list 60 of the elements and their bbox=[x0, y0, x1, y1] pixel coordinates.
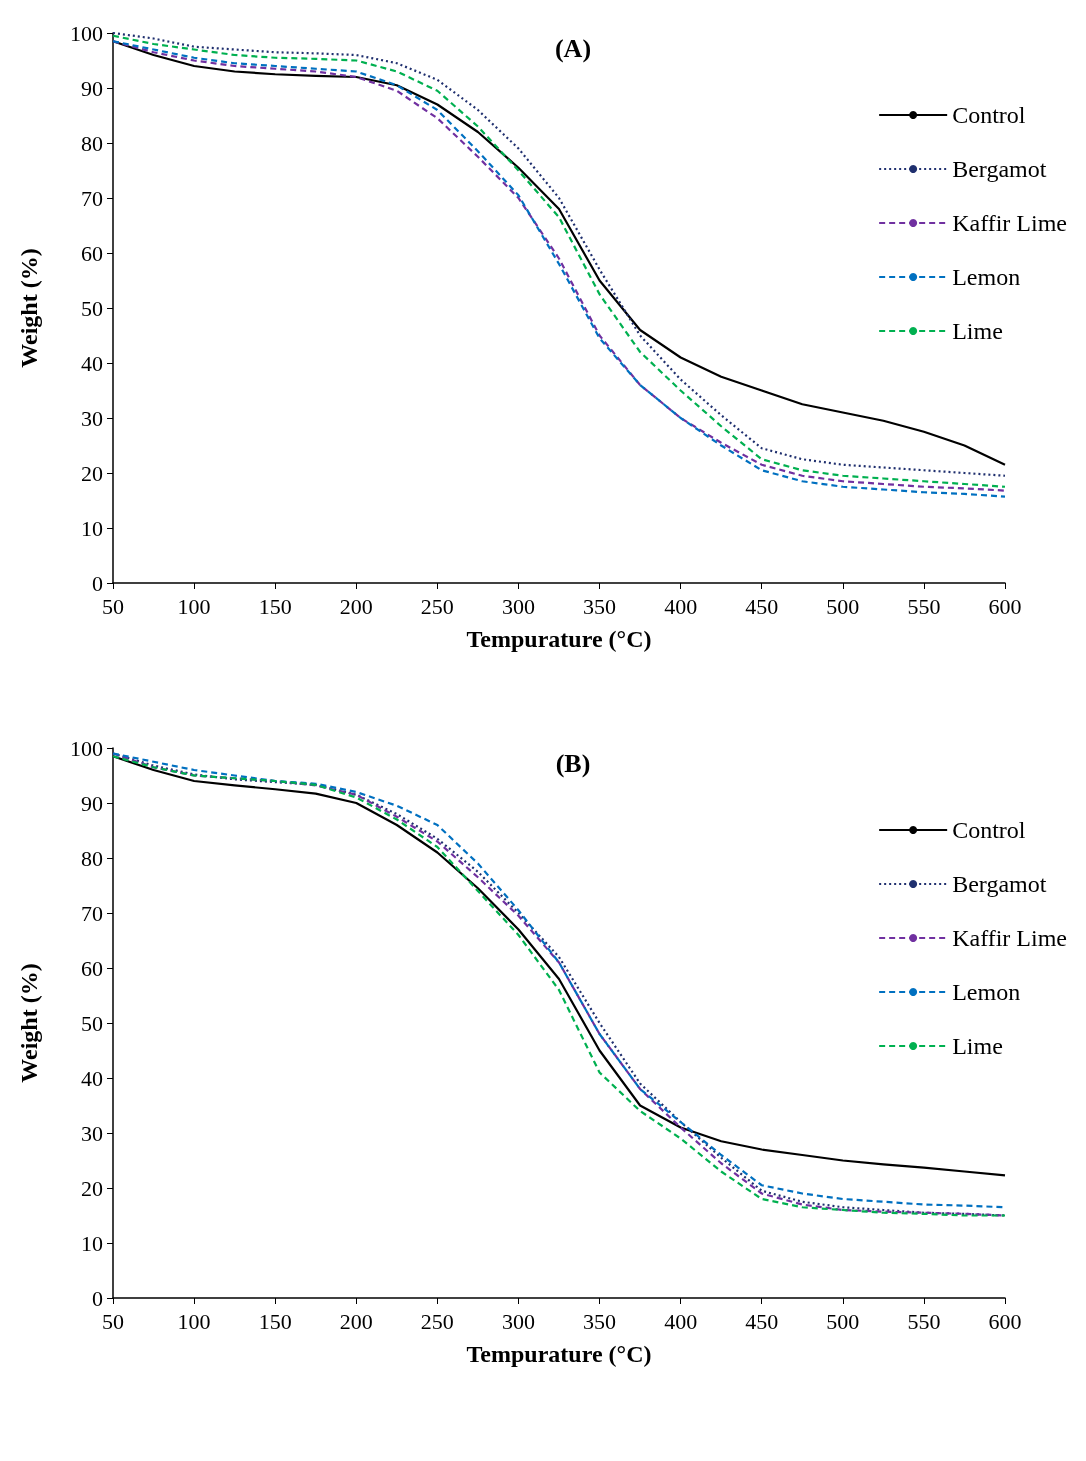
y-tick-label: 10 bbox=[81, 515, 103, 541]
x-tick-label: 150 bbox=[258, 1308, 292, 1334]
x-tick-label: 500 bbox=[826, 593, 860, 619]
y-tick-label: 20 bbox=[81, 460, 103, 486]
y-tick-label: 10 bbox=[81, 1230, 103, 1256]
x-tick-label: 300 bbox=[501, 593, 535, 619]
legend-label: Kaffir Lime bbox=[952, 210, 1067, 236]
x-tick-label: 150 bbox=[258, 593, 292, 619]
y-tick-label: 100 bbox=[70, 735, 103, 761]
y-tick-label: 30 bbox=[81, 1120, 103, 1146]
x-tick-label: 550 bbox=[907, 593, 941, 619]
y-tick-label: 0 bbox=[92, 570, 103, 596]
legend-label: Lime bbox=[952, 1033, 1003, 1059]
x-tick-label: 250 bbox=[420, 1308, 454, 1334]
x-tick-label: 600 bbox=[988, 593, 1022, 619]
y-tick-label: 60 bbox=[81, 240, 103, 266]
y-tick-label: 80 bbox=[81, 845, 103, 871]
chart-title: (A) bbox=[554, 33, 592, 63]
legend-label: Lemon bbox=[952, 264, 1021, 290]
legend-label: Bergamot bbox=[952, 156, 1047, 182]
legend-label: Control bbox=[952, 102, 1026, 128]
x-tick-label: 400 bbox=[664, 1308, 698, 1334]
y-axis-title: Weight (%) bbox=[16, 248, 42, 368]
y-tick-label: 60 bbox=[81, 955, 103, 981]
legend-label: Lime bbox=[952, 318, 1003, 344]
y-tick-label: 90 bbox=[81, 790, 103, 816]
y-tick-label: 100 bbox=[70, 20, 103, 46]
legend-label: Lemon bbox=[952, 979, 1021, 1005]
y-tick-label: 0 bbox=[92, 1285, 103, 1311]
legend-label: Control bbox=[952, 817, 1026, 843]
x-tick-label: 250 bbox=[420, 593, 454, 619]
x-tick-label: 100 bbox=[177, 593, 211, 619]
x-tick-label: 500 bbox=[826, 1308, 860, 1334]
x-tick-label: 350 bbox=[583, 1308, 617, 1334]
x-tick-label: 300 bbox=[501, 1308, 535, 1334]
x-tick-label: 400 bbox=[664, 593, 698, 619]
chart-title: (B) bbox=[555, 748, 591, 778]
y-tick-label: 50 bbox=[81, 1010, 103, 1036]
y-tick-label: 80 bbox=[81, 130, 103, 156]
legend-label: Kaffir Lime bbox=[952, 925, 1067, 951]
y-tick-label: 40 bbox=[81, 1065, 103, 1091]
x-tick-label: 350 bbox=[583, 593, 617, 619]
x-axis-title: Tempurature (°C) bbox=[466, 1341, 652, 1367]
x-tick-label: 550 bbox=[907, 1308, 941, 1334]
y-tick-label: 40 bbox=[81, 350, 103, 376]
x-tick-label: 100 bbox=[177, 1308, 211, 1334]
x-tick-label: 450 bbox=[745, 593, 779, 619]
y-tick-label: 90 bbox=[81, 75, 103, 101]
x-tick-label: 600 bbox=[988, 1308, 1022, 1334]
y-tick-label: 70 bbox=[81, 900, 103, 926]
x-tick-label: 200 bbox=[339, 1308, 373, 1334]
y-tick-label: 30 bbox=[81, 405, 103, 431]
legend-label: Bergamot bbox=[952, 871, 1047, 897]
x-tick-label: 200 bbox=[339, 593, 373, 619]
x-tick-label: 450 bbox=[745, 1308, 779, 1334]
y-tick-label: 50 bbox=[81, 295, 103, 321]
y-axis-title: Weight (%) bbox=[16, 963, 42, 1083]
y-tick-label: 20 bbox=[81, 1175, 103, 1201]
x-axis-title: Tempurature (°C) bbox=[466, 626, 652, 652]
y-tick-label: 70 bbox=[81, 185, 103, 211]
